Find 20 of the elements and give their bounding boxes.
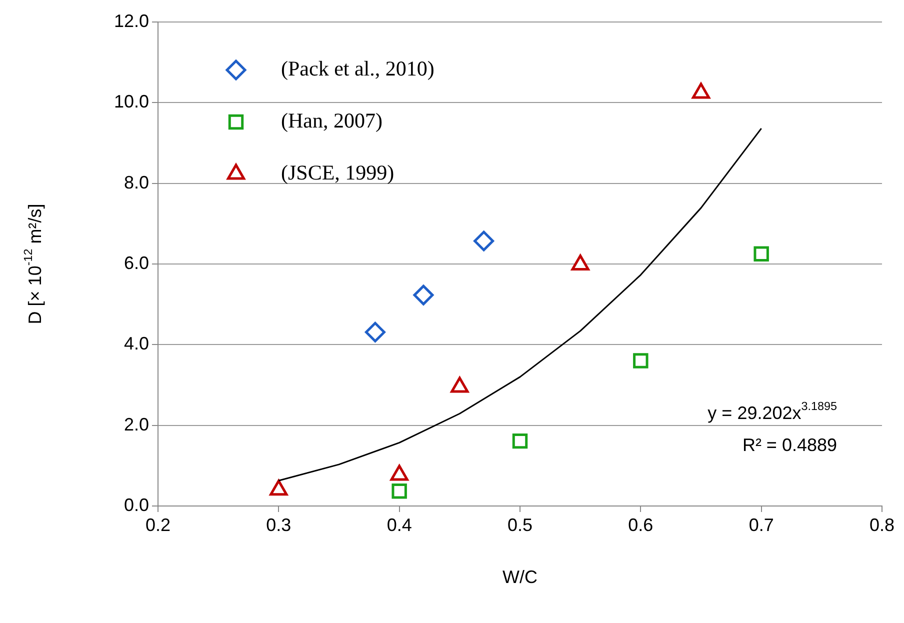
y-tick-label: 0.0: [124, 494, 149, 515]
x-tick-label: 0.4: [386, 514, 412, 535]
x-tick-label: 0.7: [748, 514, 774, 535]
y-tick-label: 10.0: [114, 92, 149, 112]
y-tick-label: 6.0: [124, 252, 149, 273]
x-axis-title: W/C: [502, 566, 538, 587]
x-tick-label: 0.2: [145, 514, 171, 535]
legend-label: (Pack et al., 2010): [281, 56, 434, 81]
y-tick-label: 2.0: [124, 414, 149, 434]
y-tick-label: 12.0: [114, 10, 149, 31]
y-tick-label: 8.0: [124, 172, 149, 192]
x-tick-label: 0.5: [507, 514, 533, 535]
x-tick-label: 0.3: [266, 514, 292, 535]
annotation: R² = 0.4889: [742, 434, 837, 455]
x-tick-label: 0.8: [869, 514, 895, 535]
x-tick-label: 0.6: [628, 514, 654, 535]
y-axis-title: D [× 10-12 m²/s]: [22, 204, 45, 324]
y-tick-label: 4.0: [124, 334, 149, 354]
legend-label: (JSCE, 1999): [281, 160, 394, 185]
legend-label: (Han, 2007): [281, 108, 382, 133]
